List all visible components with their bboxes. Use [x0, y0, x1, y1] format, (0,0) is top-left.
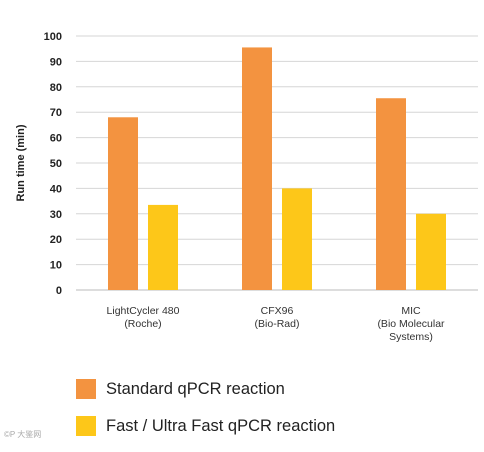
legend-item-standard: Standard qPCR reaction [76, 378, 335, 400]
bar-chart: 0 10 20 30 40 50 60 70 80 90 100 LightCycler 480 (R… [15, 31, 478, 343]
legend-swatch-standard [76, 379, 96, 399]
y-tick-label: 10 [50, 260, 62, 272]
gridlines [76, 35, 478, 291]
legend-item-fast: Fast / Ultra Fast qPCR reaction [76, 415, 335, 437]
y-tick-label: 100 [44, 31, 62, 43]
bar [416, 213, 446, 290]
y-axis-ticks: 0 10 20 30 40 50 60 70 80 90 100 [44, 31, 62, 297]
y-tick-label: 20 [50, 234, 62, 246]
legend-label-standard: Standard qPCR reaction [106, 379, 285, 398]
y-tick-label: 0 [56, 285, 62, 297]
legend: Standard qPCR reaction Fast / Ultra Fast… [76, 378, 335, 452]
bar [376, 98, 406, 290]
y-tick-label: 90 [50, 56, 62, 68]
category-labels: LightCycler 480 (Roche) CFX96 (Bio-Rad) MIC(… [107, 305, 446, 343]
bar [148, 204, 178, 290]
category-label: CFX96 (Bio-Rad) [255, 305, 300, 330]
legend-label-fast: Fast / Ultra Fast qPCR reaction [106, 416, 336, 435]
legend-swatch-fast [76, 416, 96, 436]
y-tick-label: 80 [50, 82, 62, 94]
watermark: ©P 大鉴网 [4, 430, 42, 439]
y-tick-label: 50 [50, 158, 62, 170]
bar [242, 47, 272, 291]
y-axis-label: Run time (min) [15, 124, 27, 201]
bars [108, 47, 446, 291]
category-label: LightCycler 480 (Roche) [107, 305, 180, 330]
category-label: MIC (Bio Molecular Systems) [377, 305, 445, 343]
bar [108, 117, 138, 290]
y-tick-label: 30 [50, 209, 62, 221]
y-tick-label: 60 [50, 133, 62, 145]
y-tick-label: 70 [50, 107, 62, 119]
y-tick-label: 40 [50, 183, 62, 195]
bar [282, 188, 312, 290]
